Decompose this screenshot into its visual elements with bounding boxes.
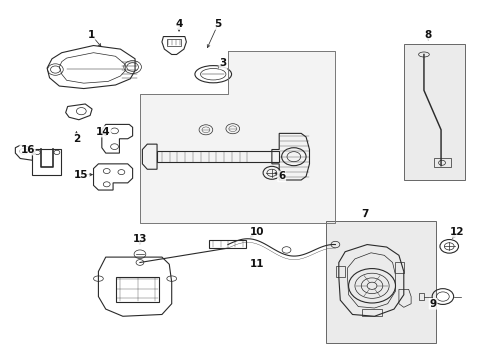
- Text: 13: 13: [133, 234, 147, 244]
- Text: 4: 4: [175, 19, 183, 29]
- Text: 9: 9: [430, 299, 437, 309]
- Text: 1: 1: [87, 30, 95, 40]
- Bar: [395, 262, 404, 273]
- Bar: [32, 149, 61, 175]
- Text: 6: 6: [278, 171, 285, 181]
- Text: 8: 8: [425, 30, 432, 40]
- Text: 7: 7: [361, 209, 368, 219]
- Bar: [326, 221, 436, 343]
- Bar: [336, 266, 345, 277]
- Text: 12: 12: [450, 227, 465, 237]
- Text: 5: 5: [215, 19, 222, 29]
- Bar: [362, 309, 382, 316]
- Text: 15: 15: [74, 170, 89, 180]
- Text: 11: 11: [250, 259, 265, 269]
- Text: 3: 3: [220, 58, 227, 68]
- Polygon shape: [140, 51, 335, 223]
- Text: 10: 10: [250, 227, 265, 237]
- Text: 14: 14: [96, 127, 111, 136]
- Text: 16: 16: [20, 144, 35, 154]
- Text: 2: 2: [73, 134, 80, 144]
- Bar: [116, 277, 159, 302]
- Bar: [209, 240, 246, 248]
- Bar: [404, 44, 465, 180]
